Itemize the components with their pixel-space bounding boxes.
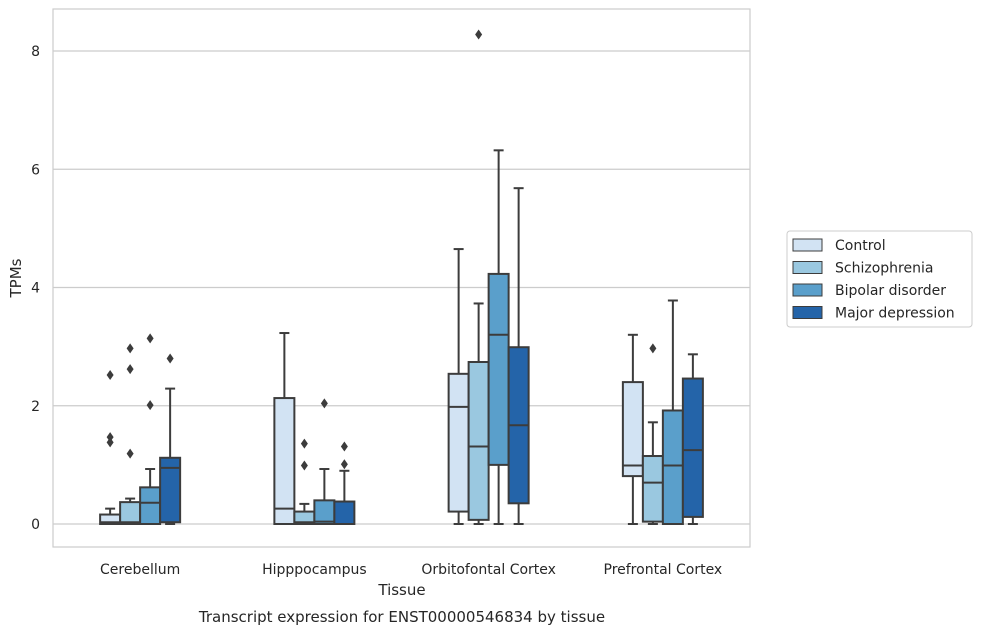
legend-label: Control [835, 238, 886, 254]
chart-caption: Transcript expression for ENST0000054683… [198, 608, 605, 626]
legend-swatch [792, 261, 823, 274]
outlier-point [300, 460, 308, 471]
x-tick-labels: Cerebellum Hipppocampus Orbitofontal Corte… [100, 562, 722, 578]
box-body [447, 372, 470, 513]
outlier-point [146, 400, 154, 411]
legend: Control Schizophrenia Bipolar disorder Majo… [786, 230, 973, 328]
box-major-depression [333, 441, 356, 526]
box-body [641, 455, 664, 523]
outlier-point [126, 343, 134, 354]
legend-swatch [792, 238, 823, 252]
outlier-point [126, 448, 134, 459]
box-control [273, 332, 296, 525]
box-control [621, 333, 644, 525]
outlier-point [300, 438, 308, 449]
box-major-depression [159, 353, 182, 525]
y-tick-label: 8 [31, 44, 40, 60]
outlier-point [106, 432, 114, 443]
box-schizophrenia [119, 343, 142, 525]
y-tick-label: 6 [31, 162, 40, 178]
plot-frame [52, 8, 751, 548]
box-body [273, 397, 296, 525]
box-major-depression [507, 187, 530, 525]
box-body [681, 377, 704, 518]
outlier-point [649, 343, 657, 354]
box-body [313, 499, 336, 526]
outlier-point [340, 441, 348, 452]
legend-swatch [792, 306, 823, 319]
outlier-point [106, 437, 114, 448]
legend-swatch [792, 283, 823, 297]
legend-frame [786, 230, 973, 328]
outlier-point [106, 370, 114, 381]
x-axis-label: Tissue [377, 581, 425, 599]
box-body [621, 381, 644, 478]
legend-label: Bipolar disorder [835, 283, 946, 299]
legend-label: Schizophrenia [835, 261, 933, 277]
outlier-point [166, 353, 174, 364]
box-bipolar-disorder [487, 149, 510, 525]
y-axis-label: TPMs [7, 258, 25, 298]
x-tick-label: Cerebellum [100, 562, 180, 578]
x-tick-label: Orbitofontal Cortex [421, 562, 556, 578]
box-body [139, 486, 162, 525]
y-tick-label: 2 [31, 399, 40, 415]
box-schizophrenia [641, 343, 664, 525]
box-schizophrenia [293, 438, 316, 525]
box-schizophrenia [467, 29, 490, 525]
box-body [487, 272, 510, 466]
box-plot-area [99, 29, 704, 526]
box-body [661, 409, 684, 526]
grid-lines [53, 50, 750, 525]
outlier-point [126, 364, 134, 375]
box-major-depression [681, 353, 704, 525]
x-tick-label: Prefrontal Cortex [604, 562, 723, 578]
box-bipolar-disorder [313, 398, 336, 526]
box-bipolar-disorder [661, 299, 684, 526]
outlier-point [475, 29, 483, 40]
box-bipolar-disorder [139, 333, 162, 525]
outlier-point [320, 398, 328, 409]
box-body [159, 456, 182, 524]
x-tick-label: Hipppocampus [262, 562, 367, 578]
box-body [333, 500, 356, 526]
outlier-point [340, 459, 348, 470]
box-control [447, 248, 470, 525]
legend-label: Major depression [835, 306, 955, 322]
outlier-point [146, 333, 154, 344]
y-tick-label: 4 [31, 281, 40, 297]
y-tick-label: 0 [31, 517, 40, 533]
box-body [467, 360, 490, 521]
box-control [99, 370, 122, 525]
y-tick-labels: 0 2 4 6 8 [31, 44, 40, 533]
box-body [119, 501, 142, 525]
